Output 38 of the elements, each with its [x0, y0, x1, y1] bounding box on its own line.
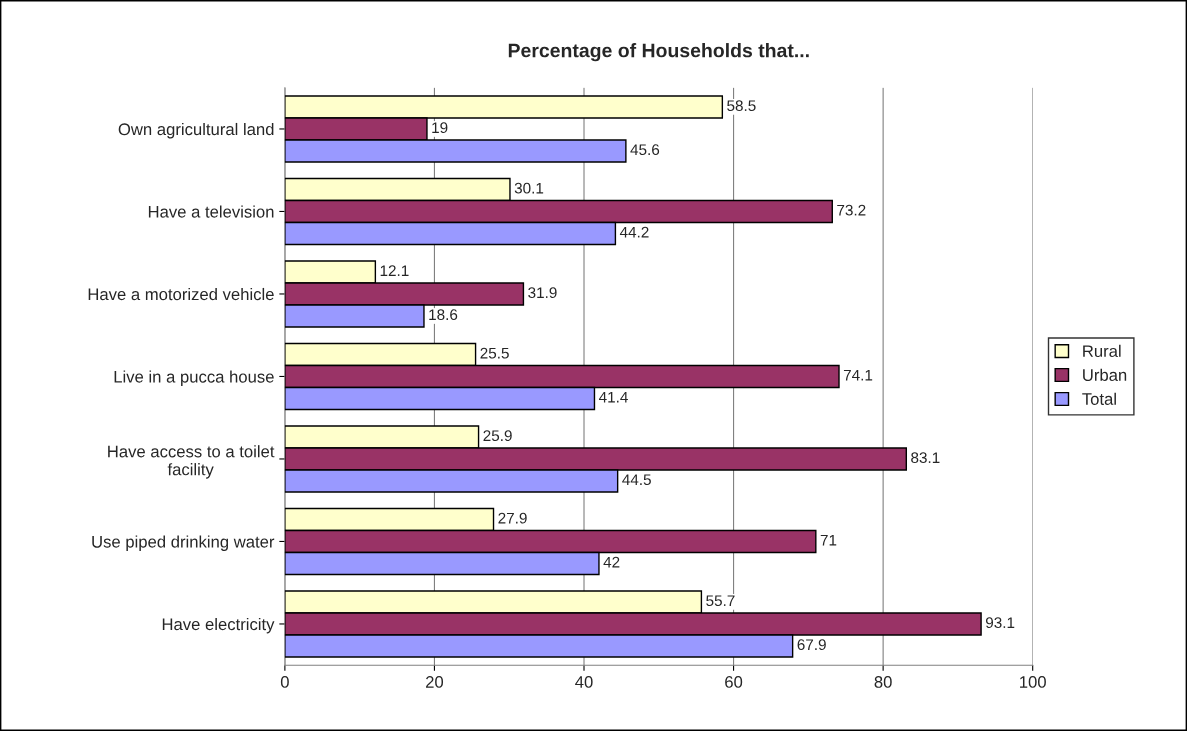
data-label: 42	[603, 556, 620, 568]
data-label: 73.2	[837, 204, 866, 216]
data-label: 71	[820, 534, 837, 546]
data-label: 67.9	[797, 639, 826, 651]
y-tick-label: Have a television	[148, 205, 274, 218]
data-label: 27.9	[498, 512, 527, 524]
data-label: 44.5	[622, 474, 651, 486]
data-label: 58.5	[727, 100, 756, 112]
x-tick-label: 60	[725, 676, 743, 688]
legend-label: Total	[1082, 392, 1116, 405]
data-label: 74.1	[843, 369, 873, 381]
data-label: 45.6	[630, 144, 660, 156]
y-tick-label: Have access to a toilet facility	[108, 445, 275, 479]
y-tick-label: Use piped drinking water	[92, 535, 275, 551]
data-label: 19	[432, 122, 448, 134]
y-tick-label: Have a motorized vehicle	[88, 287, 274, 301]
x-tick-label: 80	[874, 676, 892, 688]
chart-title: Percentage of Households that...	[508, 43, 809, 62]
x-tick-label: 100	[1020, 676, 1046, 688]
data-label: 18.6	[429, 309, 458, 321]
y-tick-label: Own agricultural land	[118, 122, 274, 139]
x-tick-label: 40	[575, 676, 593, 688]
data-label: 25.5	[480, 347, 509, 359]
legend-label: Rural	[1083, 344, 1121, 358]
data-label: 55.7	[706, 595, 735, 607]
x-tick-label: 0	[280, 676, 289, 688]
data-label: 25.9	[483, 430, 512, 442]
data-label: 41.4	[598, 391, 628, 403]
data-label: 31.9	[528, 287, 557, 299]
data-label: 30.1	[514, 182, 544, 194]
data-label: 44.2	[619, 226, 649, 238]
legend-label: Urban	[1083, 368, 1127, 381]
data-label: 12.1	[380, 265, 409, 276]
data-label: 83.1	[911, 452, 940, 464]
y-tick-label: Have electricity	[162, 617, 275, 634]
y-tick-label: Live in a pucca house	[114, 370, 274, 386]
data-label: 93.1	[985, 617, 1015, 629]
x-tick-label: 20	[426, 676, 444, 688]
